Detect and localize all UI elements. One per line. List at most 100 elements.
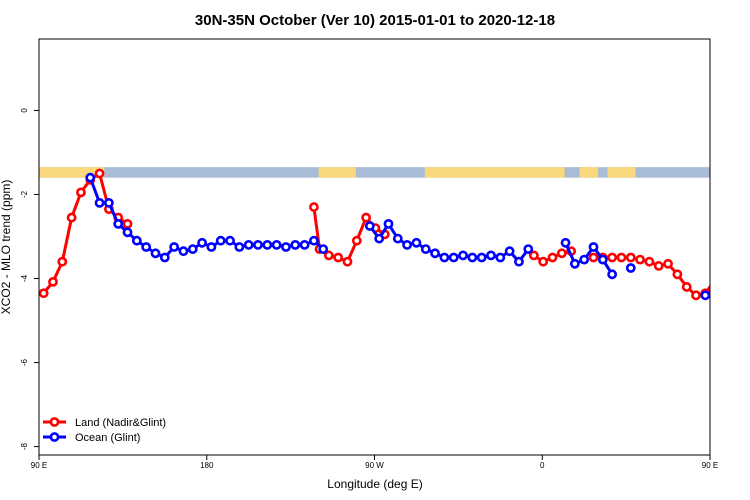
land-span (607, 167, 636, 178)
legend: Land (Nadir&Glint) Ocean (Glint) (43, 417, 166, 444)
data-point (588, 252, 599, 263)
data-point (103, 197, 114, 208)
data-point (361, 212, 372, 223)
x-tick-label: 90 E (31, 461, 47, 470)
data-point (588, 242, 599, 252)
data-point (253, 239, 263, 250)
data-point (411, 237, 422, 248)
data-point (528, 250, 539, 261)
land-span (579, 167, 599, 178)
y-tick-label: -8 (20, 442, 29, 450)
data-point (262, 239, 273, 250)
data-point (169, 242, 180, 252)
data-point (66, 212, 77, 223)
data-point (225, 235, 235, 246)
data-point (333, 252, 344, 263)
data-point (39, 288, 49, 299)
y-tick-label: -4 (20, 274, 29, 282)
data-point (504, 246, 515, 257)
data-point (281, 242, 291, 252)
x-tick-label: 180 (200, 461, 214, 470)
data-point (141, 242, 152, 252)
data-point (547, 252, 558, 263)
data-point (579, 254, 590, 265)
data-point (672, 269, 683, 280)
data-point (131, 235, 142, 246)
data-point (94, 168, 105, 179)
data-point (364, 221, 375, 231)
data-point (720, 258, 727, 265)
data-point (691, 290, 701, 301)
data-point (495, 252, 506, 263)
data-point (85, 172, 96, 183)
data-point (663, 258, 673, 269)
data-point (299, 239, 310, 250)
x-tick-label: 90 E (702, 461, 718, 470)
y-tick-label: -2 (20, 190, 29, 198)
data-point (597, 254, 608, 265)
y-axis-label: XCO2 - MLO trend (ppm) (0, 180, 13, 315)
data-point (402, 239, 413, 250)
data-point (538, 256, 549, 267)
data-point (556, 248, 567, 259)
land-ocean-band (39, 167, 710, 178)
data-point (392, 233, 403, 244)
data-point (122, 218, 133, 229)
series-ocean-glint (85, 172, 710, 301)
plot-frame (38, 38, 711, 456)
data-point (476, 252, 487, 263)
data-point (178, 246, 189, 257)
land-span (318, 167, 356, 178)
x-axis-label: Longitude (deg E) (327, 477, 422, 491)
land-span (39, 167, 105, 178)
data-point (625, 252, 636, 263)
data-point (113, 218, 124, 229)
y-tick-label: -6 (20, 358, 29, 366)
data-point (635, 254, 646, 265)
y-axis: 0 -2 -4 -6 -8 (20, 108, 39, 450)
data-point (243, 239, 254, 250)
data-point (569, 258, 580, 269)
data-point (94, 197, 105, 208)
data-point (486, 250, 496, 261)
data-point (309, 235, 319, 246)
data-point (309, 202, 319, 212)
data-point (616, 252, 627, 263)
data-point (430, 248, 440, 259)
x-tick-label: 0 (540, 461, 545, 470)
land-span (424, 167, 565, 178)
y-tick-label: 0 (20, 108, 29, 113)
legend-label: Land (Nadir&Glint) (75, 417, 166, 429)
data-point (290, 239, 301, 250)
data-point (48, 276, 58, 287)
data-point (644, 256, 655, 267)
data-point (187, 244, 198, 255)
data-point (439, 252, 450, 263)
data-point (420, 244, 431, 255)
data-point (150, 248, 161, 259)
data-point (709, 279, 710, 283)
series-line (593, 256, 710, 297)
data-point (122, 227, 133, 238)
data-point (681, 282, 692, 292)
data-point (560, 237, 571, 248)
data-point (383, 218, 394, 229)
data-point (318, 244, 329, 255)
series-layer (39, 168, 746, 301)
data-point (700, 290, 710, 301)
plot-area (39, 167, 746, 301)
data-point (523, 244, 534, 255)
x-axis: 90 E 180 90 W 0 90 E (31, 455, 718, 470)
data-point (739, 189, 746, 196)
data-point (206, 242, 217, 252)
x-tick-label: 90 W (365, 461, 384, 470)
data-point (467, 252, 478, 263)
data-point (234, 242, 245, 252)
chart-title: 30N-35N October (Ver 10) 2015-01-01 to 2… (195, 12, 555, 29)
data-point (514, 256, 524, 267)
data-point (653, 261, 664, 271)
data-point (351, 235, 362, 246)
legend-marker (49, 432, 60, 442)
data-point (197, 237, 207, 248)
